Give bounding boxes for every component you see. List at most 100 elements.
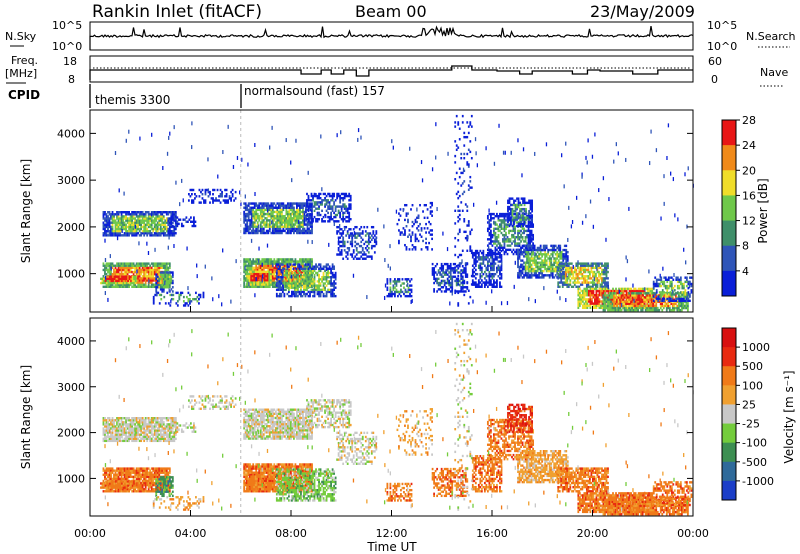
power-cell <box>304 282 307 285</box>
power-cell <box>212 197 214 200</box>
power-cell <box>159 213 162 216</box>
power-cell <box>280 217 283 220</box>
power-cell <box>479 256 482 259</box>
power-cell <box>123 234 126 237</box>
power-cell <box>567 262 570 265</box>
power-cell <box>273 281 276 284</box>
power-cell <box>342 196 345 200</box>
power-cell <box>123 262 126 265</box>
power-cell <box>284 271 287 275</box>
power-cell <box>183 218 186 221</box>
power-cell <box>539 257 542 260</box>
power-cell <box>135 223 138 227</box>
power-cell <box>563 277 566 280</box>
power-cell <box>553 250 556 254</box>
power-cell <box>520 210 523 213</box>
power-cell <box>485 279 488 282</box>
power-cell <box>463 286 466 289</box>
power-cell <box>570 277 573 280</box>
power-cell <box>508 218 511 221</box>
power-cell <box>342 205 345 208</box>
power-cell <box>173 229 176 233</box>
power-cell <box>108 219 111 222</box>
power-cell <box>370 257 373 260</box>
power-cell <box>474 283 477 286</box>
power-cell <box>102 217 105 220</box>
power-cell <box>294 219 297 222</box>
power-cell <box>301 294 304 298</box>
power-cell <box>579 270 582 274</box>
power-cell <box>528 212 530 215</box>
power-cell <box>327 192 329 196</box>
power-cell <box>508 212 511 215</box>
power-cell <box>517 272 519 275</box>
power-cell <box>259 221 262 224</box>
power-cell <box>532 246 535 250</box>
power-cell <box>308 202 310 205</box>
power-cell <box>433 275 436 278</box>
power-cell <box>303 290 305 294</box>
power-cell <box>129 223 132 227</box>
power-cell <box>445 281 448 285</box>
power-cell <box>113 221 115 224</box>
power-cell <box>285 258 288 261</box>
power-cell <box>122 281 125 285</box>
power-cell <box>322 271 325 275</box>
power-cell <box>244 225 247 228</box>
power-cell <box>286 267 289 270</box>
power-cell <box>118 277 120 281</box>
power-cell <box>293 231 295 235</box>
power-cell <box>357 242 360 246</box>
power-cell <box>366 225 369 229</box>
power-cell <box>554 257 557 260</box>
power-cell <box>247 231 250 235</box>
power-cell <box>328 207 331 210</box>
power-cell <box>530 246 533 250</box>
power-cell <box>133 281 136 285</box>
power-cell <box>525 212 527 215</box>
power-cell <box>120 266 123 270</box>
power-cell <box>300 221 303 224</box>
power-cell <box>162 234 165 237</box>
power-cell <box>264 258 267 261</box>
power-cell <box>176 222 179 226</box>
power-cell <box>138 221 141 224</box>
power-cell <box>431 273 434 276</box>
power-cell <box>386 286 389 289</box>
power-cell <box>288 204 291 207</box>
power-cell <box>152 277 155 280</box>
power-cell <box>493 212 495 216</box>
power-cell <box>277 258 280 261</box>
power-cell <box>283 292 286 296</box>
power-cell <box>526 248 528 252</box>
power-cell <box>285 221 288 224</box>
power-cell <box>165 283 168 287</box>
power-cell <box>280 210 283 214</box>
power-cell <box>554 265 557 269</box>
power-cell <box>143 285 146 288</box>
power-cell <box>321 218 323 221</box>
power-cell <box>564 281 567 284</box>
power-cell <box>482 256 485 259</box>
power-cell <box>188 297 191 301</box>
power-cell <box>178 295 181 299</box>
power-cell <box>274 229 277 233</box>
power-cell <box>291 212 294 216</box>
power-cell <box>131 262 134 265</box>
power-cell <box>123 268 126 272</box>
power-cell <box>150 227 153 231</box>
power-cell <box>251 272 254 276</box>
power-cell <box>491 260 494 263</box>
power-cell <box>559 244 562 248</box>
power-cell <box>261 268 264 272</box>
power-cell <box>261 285 264 288</box>
power-cell <box>316 288 319 292</box>
power-cell <box>158 286 161 289</box>
power-cell <box>116 281 119 285</box>
power-cell <box>538 257 541 260</box>
power-cell <box>372 230 375 233</box>
power-cell <box>514 207 517 211</box>
power-cell <box>132 223 135 227</box>
power-cell <box>325 280 328 283</box>
power-cell <box>162 288 165 291</box>
